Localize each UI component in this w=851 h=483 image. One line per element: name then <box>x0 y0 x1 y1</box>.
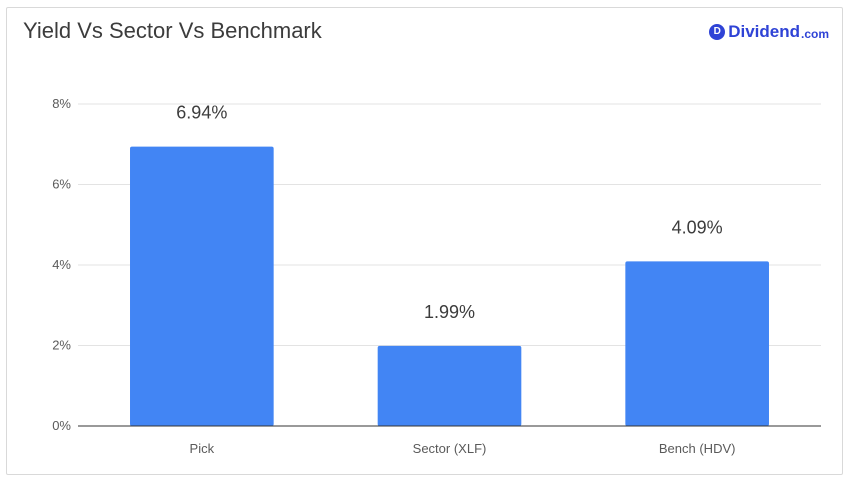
chart-title: Yield Vs Sector Vs Benchmark <box>23 18 322 43</box>
y-tick-label: 4% <box>52 257 71 272</box>
x-category-label: Pick <box>190 441 215 456</box>
data-label: 6.94% <box>176 103 227 123</box>
logo-badge-letter: D <box>713 26 721 37</box>
y-tick-label: 8% <box>52 96 71 111</box>
bar-bench-hdv[interactable] <box>625 261 769 426</box>
dividend-logo[interactable]: D Dividend .com <box>709 22 829 42</box>
x-category-label: Bench (HDV) <box>659 441 736 456</box>
x-category-label: Sector (XLF) <box>413 441 487 456</box>
bar-sector-xlf[interactable] <box>377 345 522 426</box>
logo-suffix: .com <box>800 26 829 41</box>
y-tick-label: 0% <box>52 418 71 433</box>
logo-badge-icon: D <box>709 24 726 40</box>
y-tick-label: 6% <box>52 177 71 192</box>
data-label: 4.09% <box>672 217 723 237</box>
logo-word: Dividend <box>728 22 800 41</box>
data-label: 1.99% <box>424 302 475 322</box>
y-tick-label: 2% <box>52 338 71 353</box>
bar-pick[interactable] <box>130 146 274 427</box>
